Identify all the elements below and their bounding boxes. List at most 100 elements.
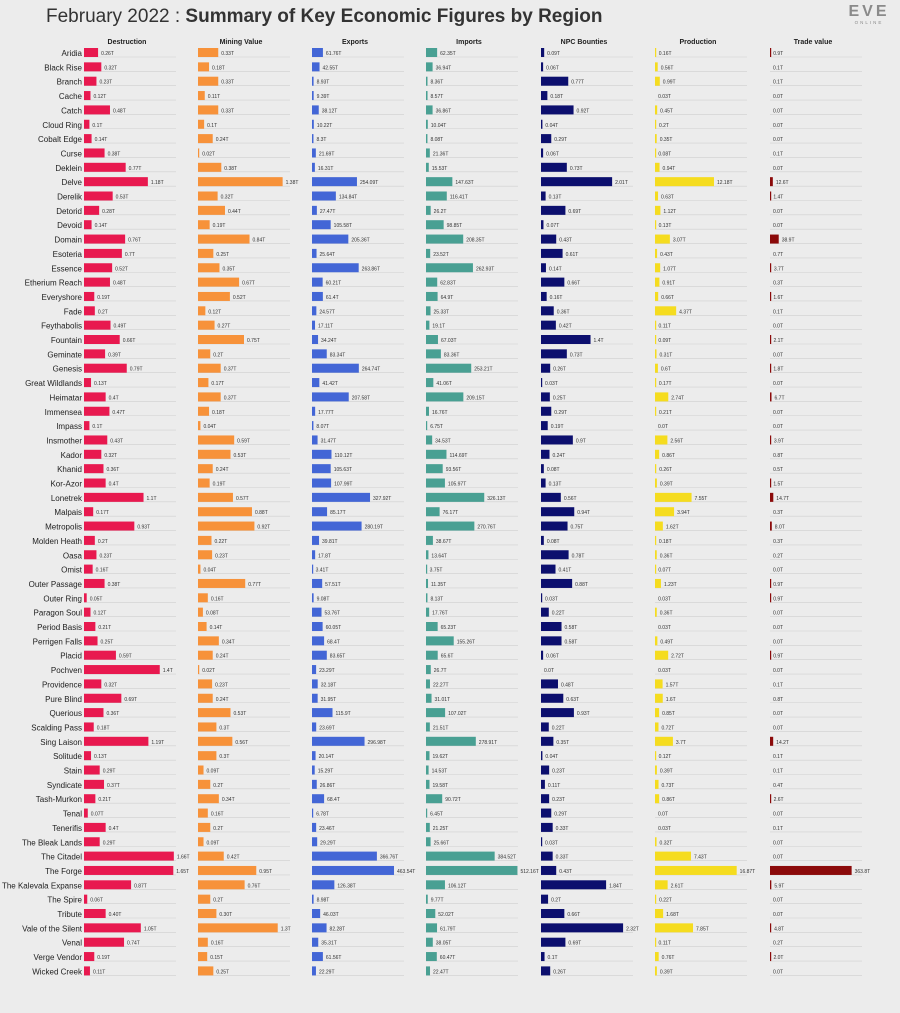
data-label: 0.63T	[566, 697, 579, 703]
data-label: 0.35T	[556, 740, 569, 746]
bar	[541, 119, 543, 129]
bar	[312, 464, 331, 474]
data-label: 0.5T	[773, 467, 783, 473]
data-label: 0.13T	[659, 223, 672, 229]
data-label: 41.42T	[322, 381, 338, 387]
data-label: 1.07T	[663, 266, 676, 272]
bar	[541, 191, 546, 201]
data-label: 24.57T	[319, 309, 335, 315]
region-label: Fountain	[51, 336, 82, 345]
bar	[541, 320, 556, 330]
data-label: 116.41T	[450, 195, 468, 201]
region-label: Deklein	[55, 164, 82, 173]
bar	[84, 880, 132, 890]
bar	[84, 607, 91, 617]
bar	[84, 335, 120, 344]
data-label: 207.58T	[352, 395, 370, 401]
data-label: 1.57T	[666, 682, 679, 688]
bar	[312, 650, 327, 660]
bar	[312, 119, 314, 129]
bar	[655, 952, 659, 962]
bar	[84, 909, 106, 918]
bar	[541, 406, 552, 416]
bar	[84, 62, 102, 72]
data-label: 0.85T	[662, 711, 675, 717]
title-main: Summary of Key Economic Figures by Regio…	[185, 6, 603, 27]
bar	[426, 779, 430, 789]
data-label: 0.33T	[221, 80, 234, 86]
bar	[541, 865, 557, 875]
data-label: 0.67T	[242, 281, 255, 287]
bar	[198, 822, 211, 832]
bar	[84, 535, 95, 545]
bar	[84, 636, 98, 646]
data-label: 0.4T	[109, 826, 119, 832]
data-label: 0.24T	[216, 654, 229, 660]
data-label: 205.36T	[351, 238, 369, 244]
bar	[84, 234, 126, 244]
bar	[84, 622, 96, 631]
chart-title: February 2022 : Summary of Key Economic …	[46, 6, 602, 28]
bar	[312, 564, 314, 574]
data-label: 0.93T	[137, 525, 150, 531]
data-label: 264.74T	[362, 367, 380, 373]
bar	[84, 822, 106, 832]
data-label: 16.31T	[318, 166, 334, 172]
bar	[198, 349, 211, 359]
data-label: 0.16T	[211, 812, 224, 818]
region-label: Outer Ring	[43, 594, 82, 603]
bar	[198, 693, 213, 703]
bar	[426, 794, 443, 804]
data-label: 0.1T	[548, 955, 558, 961]
bar	[426, 220, 444, 230]
bar	[312, 808, 314, 818]
data-label: 0.04T	[545, 123, 558, 129]
data-label: 0.33T	[221, 51, 234, 57]
region-label: Wicked Creek	[32, 967, 83, 976]
bar	[84, 220, 92, 230]
eve-online-logo: EVE ONLINE	[842, 4, 896, 26]
bar	[84, 148, 105, 158]
data-label: 0.9T	[773, 596, 783, 602]
bar	[655, 320, 657, 330]
bar	[198, 205, 225, 215]
data-label: 110.12T	[334, 453, 352, 459]
bar	[426, 593, 428, 603]
region-label: Catch	[61, 106, 82, 115]
data-label: 7.43T	[694, 855, 707, 861]
bar	[426, 105, 433, 115]
data-label: 0.26T	[101, 51, 114, 57]
data-label: 0.4T	[109, 482, 119, 488]
data-label: 0.23T	[552, 797, 565, 803]
data-label: 0.12T	[93, 94, 106, 100]
data-label: 0.66T	[123, 338, 136, 344]
data-label: 155.26T	[457, 639, 475, 645]
bar	[84, 751, 92, 761]
bar	[426, 966, 431, 976]
data-label: 62.83T	[440, 281, 456, 287]
data-label: 0.49T	[114, 324, 127, 330]
bar	[84, 91, 91, 101]
data-label: 0.56T	[564, 496, 577, 502]
bar	[541, 162, 567, 172]
bar	[84, 406, 110, 416]
bar	[426, 923, 438, 933]
data-label: 0.43T	[559, 238, 572, 244]
bar	[198, 837, 204, 847]
bar	[770, 363, 772, 373]
bar	[541, 722, 549, 732]
bar	[198, 636, 219, 646]
data-label: 0.84T	[253, 238, 266, 244]
bar	[541, 837, 543, 847]
data-label: 0.0T	[773, 352, 783, 358]
region-label: Khanid	[57, 465, 82, 474]
data-label: 0.32T	[104, 453, 117, 459]
bar	[426, 564, 428, 574]
data-label: 1.19T	[151, 740, 164, 746]
data-label: 0.95T	[259, 869, 272, 875]
data-label: 0.03T	[545, 840, 558, 846]
bar	[84, 894, 88, 904]
bar	[312, 234, 349, 244]
bar	[84, 392, 106, 402]
data-label: 0.07T	[658, 568, 671, 574]
